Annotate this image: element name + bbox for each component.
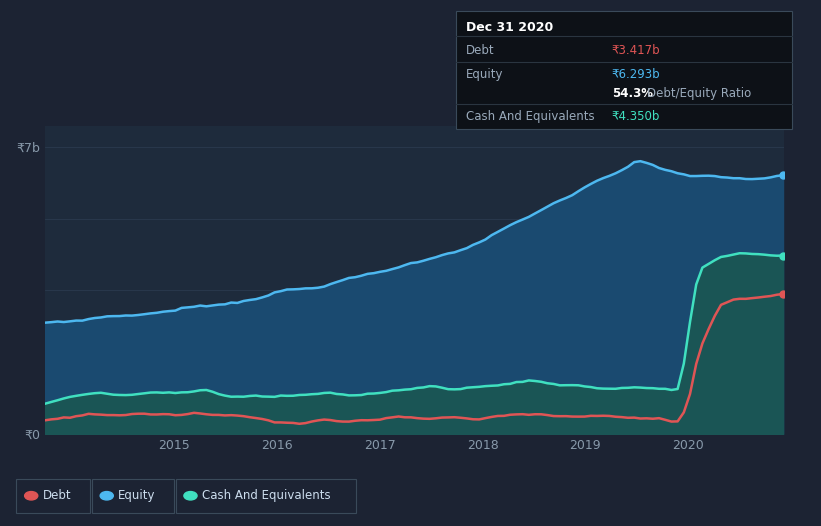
Text: 54.3%: 54.3% [612, 87, 653, 100]
Text: Debt: Debt [466, 44, 494, 57]
Text: Dec 31 2020: Dec 31 2020 [466, 21, 553, 34]
Text: Cash And Equivalents: Cash And Equivalents [202, 489, 331, 502]
Text: ₹3.417b: ₹3.417b [612, 44, 660, 57]
Text: Debt/Equity Ratio: Debt/Equity Ratio [647, 87, 751, 100]
Text: ₹4.350b: ₹4.350b [612, 110, 660, 123]
Text: Cash And Equivalents: Cash And Equivalents [466, 110, 594, 123]
Text: ₹6.293b: ₹6.293b [612, 68, 660, 82]
Text: Equity: Equity [466, 68, 503, 82]
Text: Debt: Debt [43, 489, 71, 502]
Text: Equity: Equity [118, 489, 156, 502]
